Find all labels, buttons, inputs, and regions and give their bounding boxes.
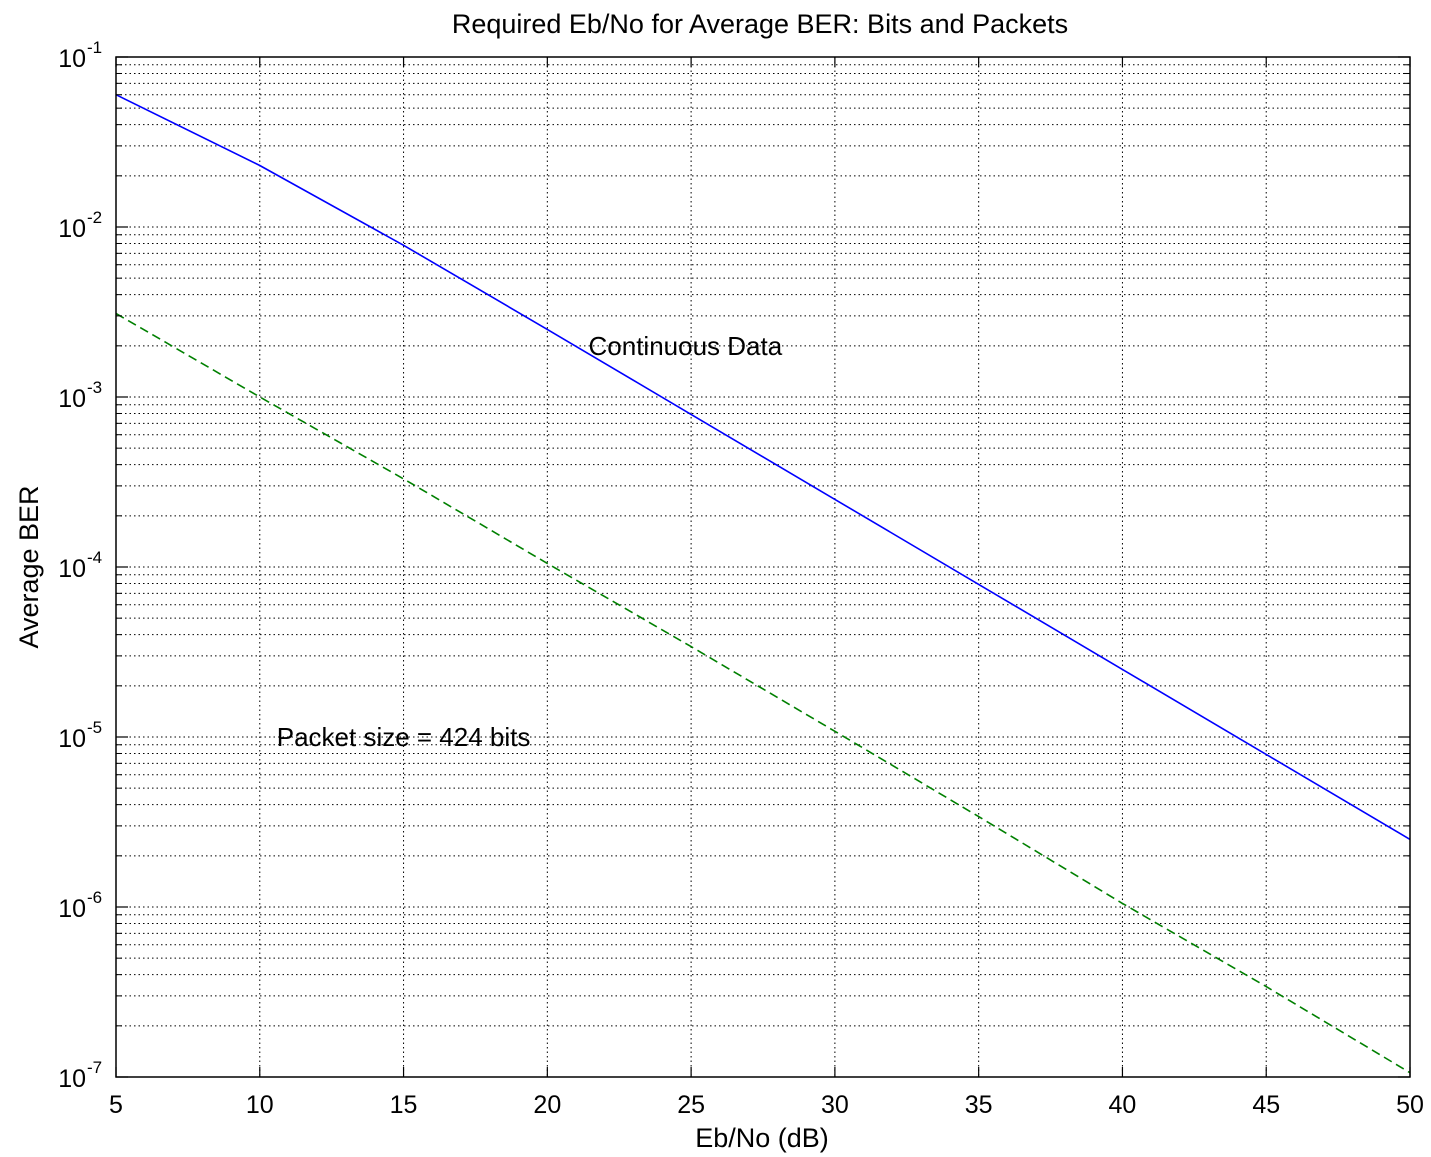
y-tick-label: 10 -1 — [58, 38, 102, 73]
x-tick-label: 25 — [677, 1091, 705, 1119]
y-tick-label: 10 -7 — [58, 1058, 102, 1093]
x-tick-label: 45 — [1252, 1091, 1280, 1119]
x-tick-label: 50 — [1396, 1091, 1424, 1119]
x-tick-label: 5 — [109, 1091, 123, 1119]
x-axis-label: Eb/No (dB) — [695, 1123, 829, 1153]
y-tick-label-base: 10 — [58, 895, 86, 923]
x-tick-label: 15 — [390, 1091, 418, 1119]
series-line-0 — [115, 93, 1411, 841]
y-tick-label-exponent: -7 — [87, 1058, 102, 1077]
x-tick-label: 35 — [965, 1091, 993, 1119]
y-tick-label-exponent: -5 — [87, 718, 102, 737]
y-tick-label-exponent: -2 — [87, 208, 102, 227]
y-tick-label-exponent: -1 — [87, 38, 102, 57]
series-layer — [115, 93, 1411, 1074]
y-tick-label-base: 10 — [58, 555, 86, 583]
y-tick-label: 10 -6 — [58, 888, 102, 923]
annotations: Continuous Data Packet size = 424 bits — [277, 331, 783, 752]
x-tick-label: 10 — [246, 1091, 274, 1119]
y-tick-label-exponent: -6 — [87, 888, 102, 907]
y-tick-label-base: 10 — [58, 725, 86, 753]
y-tick-label: 10 -2 — [58, 208, 102, 243]
y-axis-label: Average BER — [14, 485, 44, 648]
y-tick-label-exponent: -4 — [87, 548, 102, 567]
x-tick-label: 40 — [1109, 1091, 1137, 1119]
chart-title: Required Eb/No for Average BER: Bits and… — [452, 9, 1068, 39]
grid — [116, 57, 1410, 1077]
annotation-label: Continuous Data — [589, 331, 783, 361]
x-tick-label: 20 — [533, 1091, 561, 1119]
y-tick-label: 10 -3 — [58, 378, 102, 413]
series-line-1 — [115, 312, 1411, 1074]
x-tick-label: 30 — [821, 1091, 849, 1119]
y-tick-label-base: 10 — [58, 215, 86, 243]
y-tick-label-base: 10 — [58, 385, 86, 413]
y-tick-label-exponent: -3 — [87, 378, 102, 397]
y-tick-label: 10 -4 — [58, 548, 102, 583]
y-tick-label-base: 10 — [58, 45, 86, 73]
y-tick-label: 10 -5 — [58, 718, 102, 753]
annotation-label: Packet size = 424 bits — [277, 722, 531, 752]
y-tick-label-base: 10 — [58, 1065, 86, 1093]
